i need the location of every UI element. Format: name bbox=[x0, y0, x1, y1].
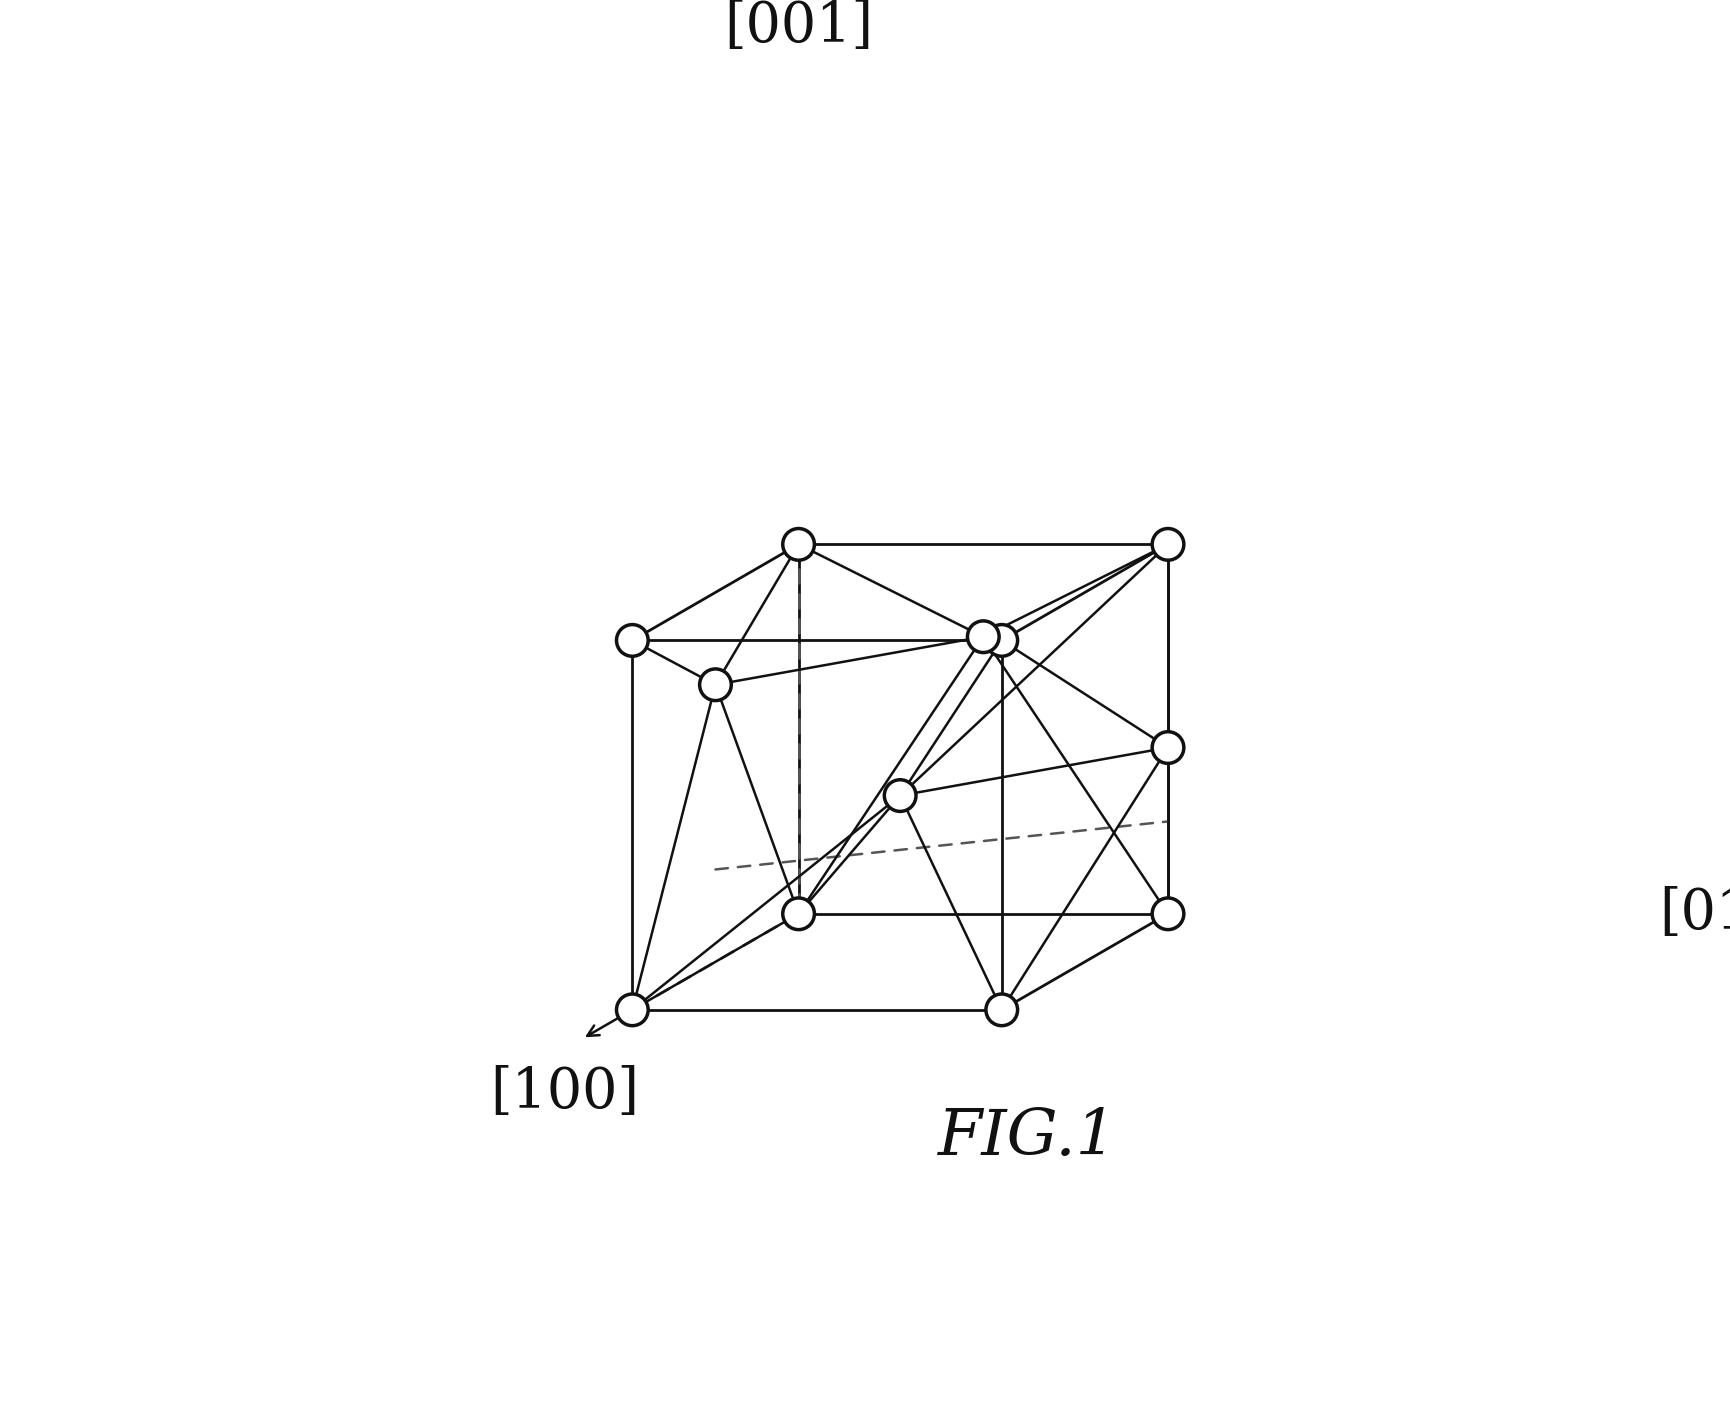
Text: [001]: [001] bbox=[725, 0, 874, 54]
Text: FIG.1: FIG.1 bbox=[938, 1107, 1118, 1169]
Circle shape bbox=[616, 995, 649, 1026]
Circle shape bbox=[967, 621, 1000, 652]
Circle shape bbox=[1152, 528, 1183, 561]
Circle shape bbox=[1152, 732, 1183, 763]
Text: [100]: [100] bbox=[490, 1065, 640, 1120]
Circle shape bbox=[699, 669, 732, 701]
Circle shape bbox=[986, 625, 1017, 656]
Circle shape bbox=[1152, 898, 1183, 929]
Circle shape bbox=[616, 625, 649, 656]
Circle shape bbox=[782, 898, 815, 929]
Circle shape bbox=[986, 995, 1017, 1026]
Circle shape bbox=[884, 779, 915, 812]
Circle shape bbox=[782, 528, 815, 561]
Text: [010]: [010] bbox=[1659, 886, 1730, 942]
